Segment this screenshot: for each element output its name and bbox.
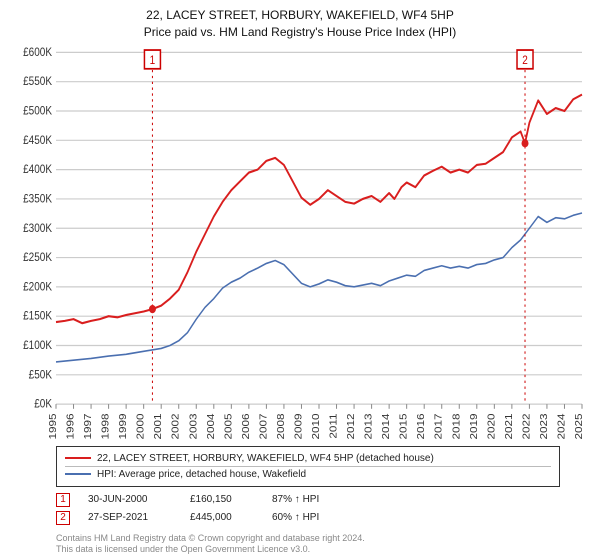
svg-text:2023: 2023 [539,413,550,439]
sale-row: 2 27-SEP-2021 £445,000 60% ↑ HPI [56,511,560,525]
sale-date: 27-SEP-2021 [88,512,172,523]
svg-text:2: 2 [522,54,528,67]
attribution: Contains HM Land Registry data © Crown c… [56,533,560,556]
svg-text:2019: 2019 [469,413,480,439]
svg-text:£250K: £250K [23,251,53,264]
legend-swatch [65,473,91,475]
svg-text:£450K: £450K [23,134,53,147]
footer-line: Contains HM Land Registry data © Crown c… [56,533,560,545]
svg-text:1996: 1996 [65,413,76,439]
page: 22, LACEY STREET, HORBURY, WAKEFIELD, WF… [0,0,600,560]
svg-text:1995: 1995 [48,413,59,439]
svg-text:2024: 2024 [556,413,567,439]
svg-text:£100K: £100K [23,339,53,352]
sale-delta: 87% ↑ HPI [272,494,356,505]
svg-text:2013: 2013 [363,413,374,439]
svg-text:2017: 2017 [433,413,444,439]
svg-text:2010: 2010 [311,413,322,439]
svg-text:2002: 2002 [170,413,181,439]
sale-row: 1 30-JUN-2000 £160,150 87% ↑ HPI [56,493,560,507]
svg-text:2016: 2016 [416,413,427,439]
svg-text:£550K: £550K [23,76,53,89]
svg-text:2008: 2008 [276,413,287,439]
sale-marker: 2 [56,511,70,525]
svg-text:2001: 2001 [153,413,164,439]
sale-price: £160,150 [190,494,254,505]
svg-text:2021: 2021 [504,413,515,439]
chart-subtitle: Price paid vs. HM Land Registry's House … [10,25,590,39]
svg-text:2014: 2014 [381,413,392,439]
svg-text:£150K: £150K [23,310,53,323]
svg-text:2011: 2011 [328,413,339,438]
legend-label: HPI: Average price, detached house, Wake… [97,469,306,480]
svg-text:£50K: £50K [29,369,53,382]
svg-text:1998: 1998 [100,413,111,439]
legend-swatch [65,457,91,459]
sales-table: 1 30-JUN-2000 £160,150 87% ↑ HPI 2 27-SEP-202… [56,493,560,529]
svg-text:£350K: £350K [23,193,53,206]
sale-date: 30-JUN-2000 [88,494,172,505]
svg-text:£200K: £200K [23,281,53,294]
svg-text:£300K: £300K [23,222,53,235]
sale-price: £445,000 [190,512,254,523]
svg-text:2004: 2004 [206,413,217,439]
footer-line: This data is licensed under the Open Gov… [56,544,560,556]
svg-text:2012: 2012 [346,413,357,439]
svg-text:2025: 2025 [574,413,585,439]
svg-text:2003: 2003 [188,413,199,439]
legend-item: 22, LACEY STREET, HORBURY, WAKEFIELD, WF… [65,451,551,466]
svg-text:2020: 2020 [486,413,497,439]
svg-text:£500K: £500K [23,105,53,118]
svg-text:2022: 2022 [521,413,532,439]
sale-delta: 60% ↑ HPI [272,512,356,523]
svg-text:£0K: £0K [34,398,52,411]
svg-text:1999: 1999 [118,413,129,439]
chart-title: 22, LACEY STREET, HORBURY, WAKEFIELD, WF… [10,8,590,22]
sale-marker: 1 [56,493,70,507]
line-chart: £0K £50K £100K £150K £200K £250K £300K £350K £40… [10,43,590,442]
svg-text:2005: 2005 [223,413,234,439]
svg-text:2009: 2009 [293,413,304,439]
legend: 22, LACEY STREET, HORBURY, WAKEFIELD, WF… [56,446,560,487]
svg-text:2000: 2000 [135,413,146,439]
svg-text:2015: 2015 [398,413,409,439]
svg-text:1: 1 [150,54,156,67]
svg-text:£400K: £400K [23,163,53,176]
svg-text:2007: 2007 [258,413,269,439]
legend-label: 22, LACEY STREET, HORBURY, WAKEFIELD, WF… [97,453,434,464]
svg-text:2006: 2006 [241,413,252,439]
chart-area: £0K £50K £100K £150K £200K £250K £300K £350K £40… [10,43,590,442]
legend-item: HPI: Average price, detached house, Wake… [65,466,551,482]
svg-text:1997: 1997 [83,413,94,439]
svg-text:2018: 2018 [451,413,462,439]
svg-text:£600K: £600K [23,46,53,59]
title-block: 22, LACEY STREET, HORBURY, WAKEFIELD, WF… [10,8,590,39]
